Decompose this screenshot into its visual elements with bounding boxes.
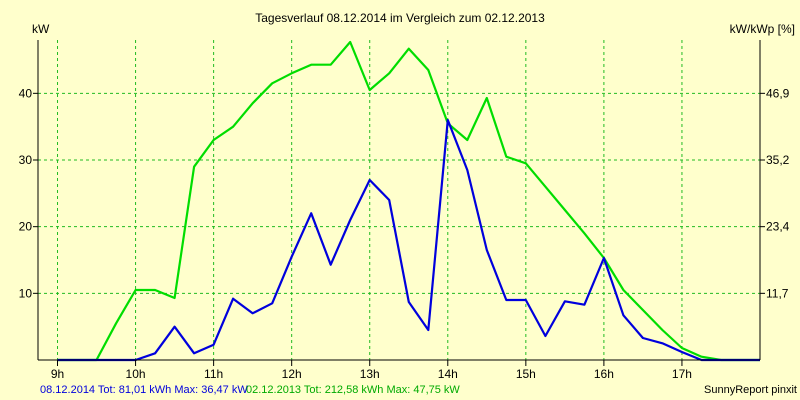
footer-legend-2014: 08.12.2014 Tot: 81,01 kWh Max: 36,47 kW xyxy=(40,384,248,396)
y-tick-label-left: 20 xyxy=(19,220,33,234)
chart-title: Tagesverlauf 08.12.2014 im Vergleich zum… xyxy=(255,11,545,25)
y-axis-label-right: kW/kWp [%] xyxy=(730,22,795,36)
grid xyxy=(38,40,760,360)
series-line-02.12.2013 xyxy=(57,40,760,362)
x-tick-label: 12h xyxy=(282,367,302,381)
tick-labels: 9h 10h 11h 12h 13h 14h 15h 16h 17h 10 11,7 20 23,4 30… xyxy=(19,86,790,381)
y-tick-label-left: 40 xyxy=(19,86,33,100)
series-layer xyxy=(57,40,760,362)
y-tick-label-right: 35,2 xyxy=(766,153,790,167)
x-tick-label: 17h xyxy=(672,367,692,381)
x-tick-label: 11h xyxy=(204,367,223,381)
x-tick-label: 16h xyxy=(594,367,614,381)
axes xyxy=(33,40,765,366)
footer-legend-2013: 02.12.2013 Tot: 212,58 kWh Max: 47,75 kW xyxy=(246,384,460,396)
y-tick-label-left: 10 xyxy=(19,286,33,300)
footer-credit: SunnyReport pinxit xyxy=(704,384,797,396)
y-tick-label-right: 46,9 xyxy=(766,86,790,100)
y-tick-label-right: 11,7 xyxy=(766,286,789,300)
x-tick-label: 13h xyxy=(360,367,380,381)
y-tick-label-left: 30 xyxy=(19,153,33,167)
x-tick-label: 9h xyxy=(51,367,64,381)
x-tick-label: 15h xyxy=(516,367,536,381)
y-axis-label-left: kW xyxy=(32,22,50,36)
y-tick-label-right: 23,4 xyxy=(766,220,790,234)
x-tick-label: 14h xyxy=(438,367,458,381)
x-tick-label: 10h xyxy=(126,367,146,381)
series-line-08.12.2014 xyxy=(57,118,760,362)
